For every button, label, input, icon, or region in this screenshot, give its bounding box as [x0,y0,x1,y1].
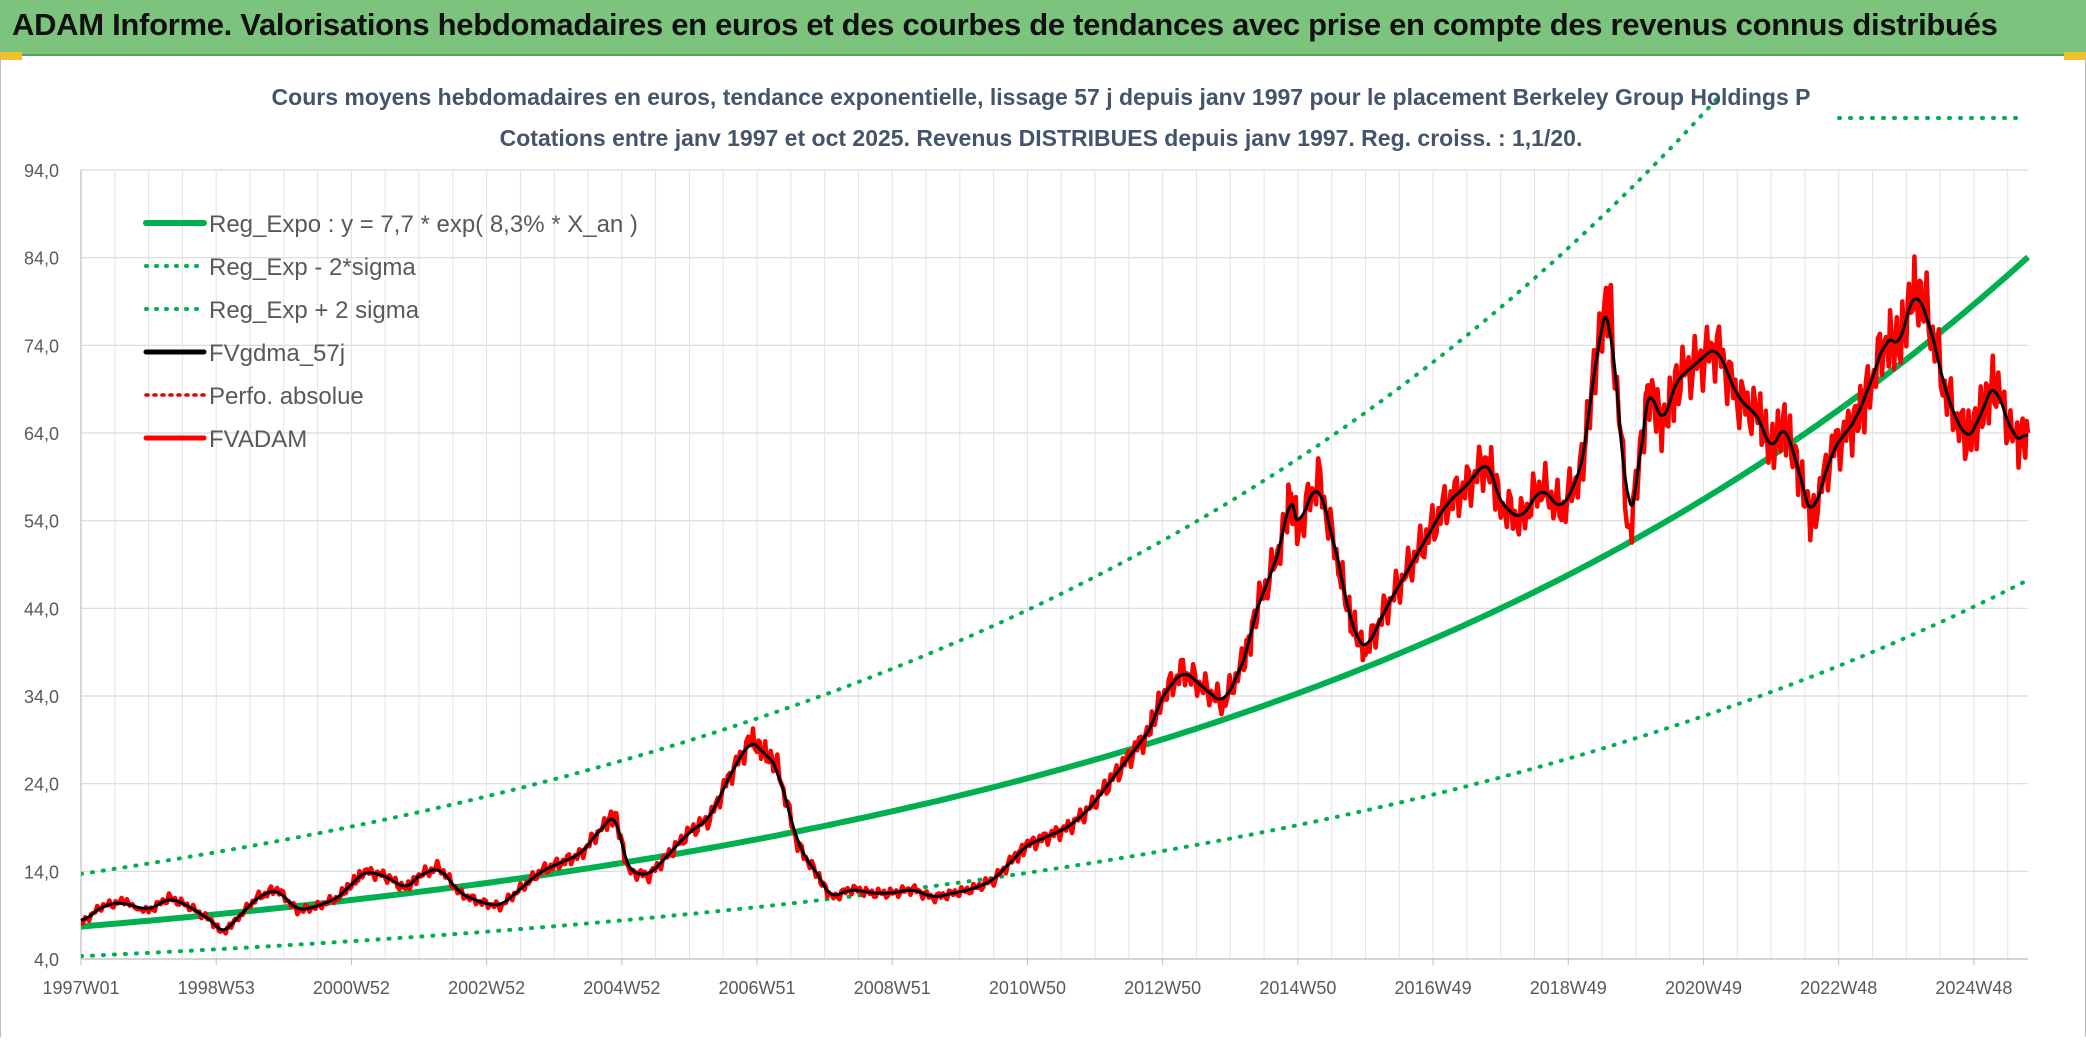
x-tick-label: 2014W50 [1259,978,1336,998]
x-tick-label: 2008W51 [854,978,931,998]
legend-fvgdma-label: FVgdma_57j [209,340,345,367]
x-tick-label: 2012W50 [1124,978,1201,998]
y-tick-label: 44,0 [24,599,59,619]
x-tick-label: 2020W49 [1665,978,1742,998]
corner-marker-left [0,52,22,60]
series-fvadam [80,254,2031,936]
x-tick-label: 2016W49 [1395,978,1472,998]
corner-marker-right [2064,52,2086,60]
y-tick-label: 94,0 [24,161,59,181]
legend-perfo-absolue-label: Perfo. absolue [209,383,364,410]
x-tick-label: 2006W51 [719,978,796,998]
y-tick-label: 4,0 [34,950,59,970]
x-tick-label: 2024W48 [1935,978,2012,998]
x-tick-label: 2018W49 [1530,978,1607,998]
legend-fvadam-label: FVADAM [209,426,307,453]
x-tick-label: 2002W52 [448,978,525,998]
x-tick-label: 2000W52 [313,978,390,998]
chart-legend: Reg_Expo : y = 7,7 * exp( 8,3% * X_an ) R… [143,211,638,453]
chart-subtitle: Cotations entre janv 1997 et oct 2025. R… [500,125,1583,151]
series-reg-minus-2sigma [81,578,2030,959]
series-reg-expo [80,254,2031,930]
y-tick-label: 84,0 [24,249,59,269]
y-tick-label: 64,0 [24,424,59,444]
report-title: ADAM Informe. Valorisations hebdomadaire… [12,7,1998,42]
legend-reg-expo-label: Reg_Expo : y = 7,7 * exp( 8,3% * X_an ) [209,211,638,238]
chart-svg: 4,014,024,034,044,054,064,074,084,094,0 … [24,84,2031,998]
series-layer [80,96,2031,959]
report-header: ADAM Informe. Valorisations hebdomadaire… [0,0,2086,56]
series-fvgdma [80,297,2029,932]
legend-reg-minus-2sigma-label: Reg_Exp - 2*sigma [209,254,416,281]
chart-area: 4,0 14,0 24,0 34,0 44,0 54,0 64,0 74,0 84,0 94,0 … [0,56,2086,1037]
x-tick-label: 1998W53 [178,978,255,998]
chart-grid [80,169,2028,960]
y-tick-label: 14,0 [24,862,59,882]
series-reg-plus-2sigma [81,96,1723,876]
legend-reg-plus-2sigma-label: Reg_Exp + 2 sigma [209,297,420,324]
y-tick-label: 24,0 [24,775,59,795]
y-tick-label: 74,0 [24,336,59,356]
x-tick-label: 2010W50 [989,978,1066,998]
x-tick-label: 2004W52 [583,978,660,998]
x-tick-label: 2022W48 [1800,978,1877,998]
y-tick-label: 54,0 [24,512,59,532]
x-tick-label: 1997W01 [42,978,119,998]
chart-title: Cours moyens hebdomadaires en euros, ten… [272,84,1811,110]
y-axis: 4,0 14,0 24,0 34,0 44,0 54,0 64,0 74,0 84,0 94,0 [24,161,59,970]
x-axis: 1997W01 1998W53 2000W52 2002W52 2004W52 2006W… [42,959,2012,998]
y-tick-label: 34,0 [24,687,59,707]
